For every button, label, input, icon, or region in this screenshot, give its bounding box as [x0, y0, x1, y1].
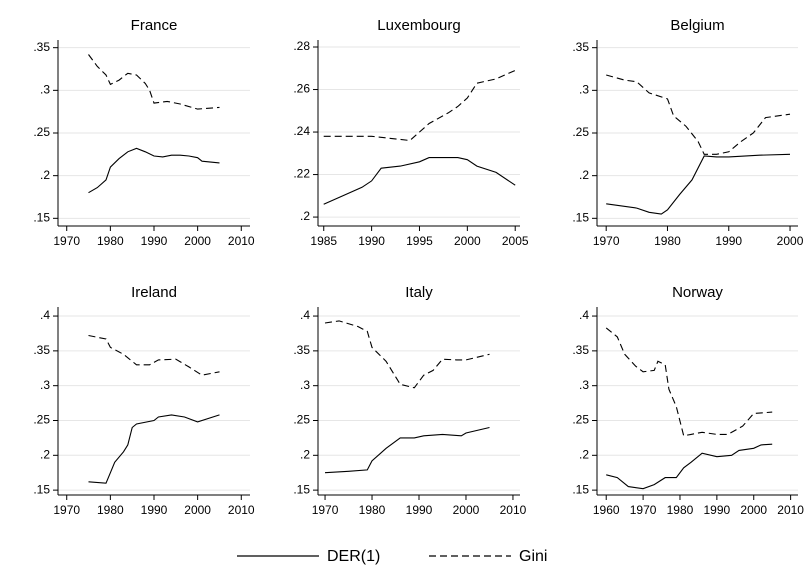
x-tick-label: 1980 [654, 234, 681, 248]
x-tick-label: 1970 [53, 234, 80, 248]
x-tick-label: 2000 [454, 234, 481, 248]
y-tick-label: .15 [33, 482, 50, 496]
series-line [88, 147, 220, 194]
y-tick-label: .2 [579, 447, 589, 461]
y-tick-label: .3 [579, 83, 589, 97]
y-tick-label: .4 [579, 308, 589, 322]
y-tick-label: .25 [33, 125, 50, 139]
panel-title: France [131, 17, 178, 34]
panel-title: Belgium [670, 17, 724, 34]
y-tick-label: .15 [293, 482, 310, 496]
y-tick-label: .28 [293, 39, 310, 53]
series-line [88, 54, 220, 110]
x-tick-label: 2010 [228, 234, 255, 248]
legend-label: DER(1) [327, 548, 380, 565]
y-tick-label: .35 [33, 343, 50, 357]
panel-title: Italy [405, 284, 433, 301]
y-tick-label: .35 [293, 343, 310, 357]
x-tick-label: 1960 [593, 503, 620, 517]
series-line [88, 414, 220, 484]
y-tick-label: .15 [33, 210, 50, 224]
y-tick-label: .2 [300, 209, 310, 223]
x-tick-label: 1990 [141, 234, 168, 248]
x-tick-label: 2010 [228, 503, 255, 517]
y-tick-label: .25 [572, 413, 589, 427]
series-line [605, 327, 773, 437]
x-tick-label: 2000 [184, 234, 211, 248]
y-tick-label: .4 [300, 308, 310, 322]
y-tick-label: .3 [40, 83, 50, 97]
x-tick-label: 1980 [359, 503, 386, 517]
series-line [323, 69, 516, 142]
x-tick-label: 1985 [310, 234, 337, 248]
y-tick-label: .15 [572, 210, 589, 224]
x-tick-label: 2005 [502, 234, 529, 248]
x-tick-label: 2000 [453, 503, 480, 517]
y-tick-label: .15 [572, 482, 589, 496]
y-tick-label: .35 [572, 40, 589, 54]
x-tick-label: 2010 [777, 503, 804, 517]
x-tick-label: 1990 [704, 503, 731, 517]
x-tick-label: 2000 [777, 234, 804, 248]
x-tick-label: 1980 [667, 503, 694, 517]
panel-title: Luxembourg [377, 17, 460, 34]
x-tick-label: 2000 [184, 503, 211, 517]
series-line [606, 153, 791, 215]
series-line [606, 74, 791, 155]
y-tick-label: .2 [40, 168, 50, 182]
y-tick-label: .35 [33, 40, 50, 54]
y-tick-label: .35 [572, 343, 589, 357]
x-tick-label: 1990 [141, 503, 168, 517]
x-tick-label: 1995 [406, 234, 433, 248]
x-tick-label: 1970 [312, 503, 339, 517]
x-tick-label: 1970 [593, 234, 620, 248]
y-tick-label: .25 [572, 125, 589, 139]
x-tick-label: 1980 [97, 503, 124, 517]
x-tick-label: 1970 [53, 503, 80, 517]
y-tick-label: .3 [579, 378, 589, 392]
y-tick-label: .2 [40, 447, 50, 461]
x-tick-label: 1990 [406, 503, 433, 517]
panel-title: Norway [672, 284, 723, 301]
y-tick-label: .26 [293, 82, 310, 96]
legend-label: Gini [519, 548, 547, 565]
y-tick-label: .3 [300, 378, 310, 392]
x-tick-label: 1990 [715, 234, 742, 248]
y-tick-label: .2 [300, 447, 310, 461]
y-tick-label: .2 [579, 168, 589, 182]
y-tick-label: .3 [40, 378, 50, 392]
x-tick-label: 2000 [740, 503, 767, 517]
series-line [606, 443, 773, 490]
series-line [324, 426, 490, 474]
series-line [324, 320, 490, 389]
series-line [323, 157, 516, 205]
y-tick-label: .24 [293, 124, 310, 138]
x-tick-label: 1980 [97, 234, 124, 248]
y-tick-label: .4 [40, 308, 50, 322]
panel-title: Ireland [131, 284, 177, 301]
y-tick-label: .25 [293, 413, 310, 427]
x-tick-label: 1970 [630, 503, 657, 517]
y-tick-label: .22 [293, 167, 310, 181]
y-tick-label: .25 [33, 413, 50, 427]
x-tick-label: 2010 [500, 503, 527, 517]
series-line [88, 334, 220, 376]
x-tick-label: 1990 [358, 234, 385, 248]
